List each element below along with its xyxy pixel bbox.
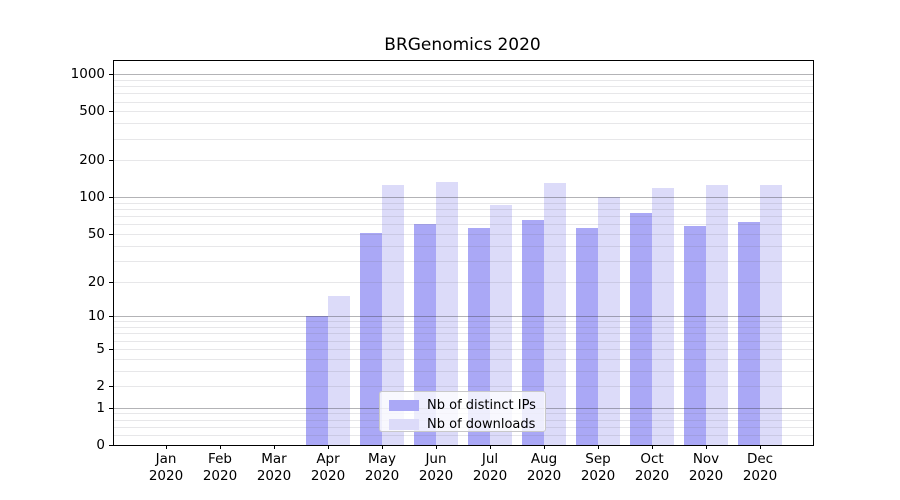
y-axis-tick [109, 197, 113, 199]
month-label: May [368, 451, 396, 467]
x-axis-tick-label: Jul 2020 [462, 451, 518, 485]
month-label: Jul [481, 451, 499, 467]
x-axis-tick [760, 445, 761, 449]
year-label: 2020 [418, 468, 454, 484]
bar-distinct-ips-jun [414, 224, 436, 445]
y-axis-tick [109, 316, 113, 318]
year-label: 2020 [202, 468, 238, 484]
y-axis-tick [109, 407, 113, 409]
bar-distinct-ips-jul [468, 228, 490, 445]
x-axis-tick-label: Dec 2020 [732, 451, 788, 485]
year-label: 2020 [472, 468, 508, 484]
month-label: Feb [208, 451, 232, 467]
bar-downloads-may [382, 185, 404, 445]
legend-label-distinct-ips: Nb of distinct IPs [427, 397, 536, 413]
y-axis-tick-label: 500 [79, 103, 105, 120]
y-axis-tick-label: 50 [87, 226, 105, 243]
x-axis-tick [598, 445, 599, 449]
x-axis-tick-label: Sep 2020 [570, 451, 626, 485]
bar-downloads-dec [760, 184, 782, 445]
x-axis-tick-label: Mar 2020 [246, 451, 302, 485]
plot-area: Nb of distinct IPs Nb of downloads 0 1 2 5 1… [71, 60, 814, 484]
y-axis-tick-label: 200 [79, 152, 105, 169]
x-axis-tick [166, 445, 167, 449]
x-axis-tick [652, 445, 653, 449]
x-axis-tick-label: Oct 2020 [624, 451, 680, 485]
x-axis-tick [382, 445, 383, 449]
year-label: 2020 [688, 468, 724, 484]
y-axis-tick [109, 111, 113, 113]
bar-distinct-ips-may [360, 232, 382, 445]
year-label: 2020 [256, 468, 292, 484]
legend-swatch-downloads [389, 418, 419, 430]
y-axis-tick-label: 20 [87, 273, 105, 290]
bar-distinct-ips-aug [522, 220, 544, 445]
month-label: Dec [746, 451, 774, 467]
chart-title: BRGenomics 2020 [384, 35, 541, 55]
y-axis-tick-label: 2 [96, 378, 105, 395]
year-label: 2020 [364, 468, 400, 484]
legend-item-distinct-ips: Nb of distinct IPs [389, 396, 536, 414]
y-axis-tick [109, 160, 113, 162]
y-axis-tick [109, 281, 113, 283]
y-axis-tick-label: 1 [96, 399, 105, 416]
x-axis-tick-label: Jan 2020 [138, 451, 194, 485]
bar-downloads-sep [598, 197, 620, 445]
month-label: Mar [261, 451, 287, 467]
legend: Nb of distinct IPs Nb of downloads [379, 391, 546, 432]
bar-distinct-ips-nov [684, 226, 706, 445]
month-label: Jun [425, 451, 447, 467]
bar-downloads-aug [544, 183, 566, 445]
x-axis-tick-label: Nov 2020 [678, 451, 734, 485]
bar-distinct-ips-apr [306, 316, 328, 445]
year-label: 2020 [148, 468, 184, 484]
x-axis-tick [706, 445, 707, 449]
bar-downloads-jul [490, 204, 512, 445]
y-axis-tick-label: 5 [96, 340, 105, 357]
year-label: 2020 [634, 468, 670, 484]
y-axis-tick-label: 100 [79, 189, 105, 206]
y-axis-tick-label: 0 [96, 437, 105, 453]
x-axis-tick-label: Aug 2020 [516, 451, 572, 485]
x-axis-tick-label: Feb 2020 [192, 451, 248, 485]
bar-distinct-ips-oct [630, 212, 652, 445]
x-axis-tick [490, 445, 491, 449]
y-axis-tick [109, 445, 113, 446]
bar-distinct-ips-sep [576, 228, 598, 445]
x-axis-tick [328, 445, 329, 449]
bar-distinct-ips-dec [738, 221, 760, 445]
y-axis-tick [109, 74, 113, 76]
month-label: Oct [640, 451, 664, 467]
x-axis-tick [436, 445, 437, 449]
y-axis-tick-label: 10 [87, 308, 105, 325]
bar-downloads-oct [652, 187, 674, 445]
year-label: 2020 [310, 468, 346, 484]
month-label: Sep [585, 451, 611, 467]
legend-swatch-distinct-ips [389, 399, 419, 411]
x-axis-tick [274, 445, 275, 449]
month-label: Aug [530, 451, 558, 467]
month-label: Apr [316, 451, 340, 467]
legend-item-downloads: Nb of downloads [389, 415, 536, 433]
year-label: 2020 [742, 468, 778, 484]
x-axis-tick-label: May 2020 [354, 451, 410, 485]
year-label: 2020 [580, 468, 616, 484]
x-axis-tick-label: Jun 2020 [408, 451, 464, 485]
x-axis-tick [220, 445, 221, 449]
y-axis-tick [109, 386, 113, 388]
month-label: Nov [692, 451, 720, 467]
year-label: 2020 [526, 468, 562, 484]
month-label: Jan [155, 451, 177, 467]
y-axis-tick [109, 348, 113, 350]
x-axis-tick-label: Apr 2020 [300, 451, 356, 485]
y-axis-tick [109, 234, 113, 236]
x-axis-tick [544, 445, 545, 449]
bar-downloads-nov [706, 185, 728, 445]
bars-layer [114, 61, 813, 445]
bar-downloads-apr [328, 296, 350, 445]
bar-downloads-jun [436, 181, 458, 445]
legend-label-downloads: Nb of downloads [427, 416, 536, 432]
y-axis-tick-label: 1000 [70, 66, 105, 83]
